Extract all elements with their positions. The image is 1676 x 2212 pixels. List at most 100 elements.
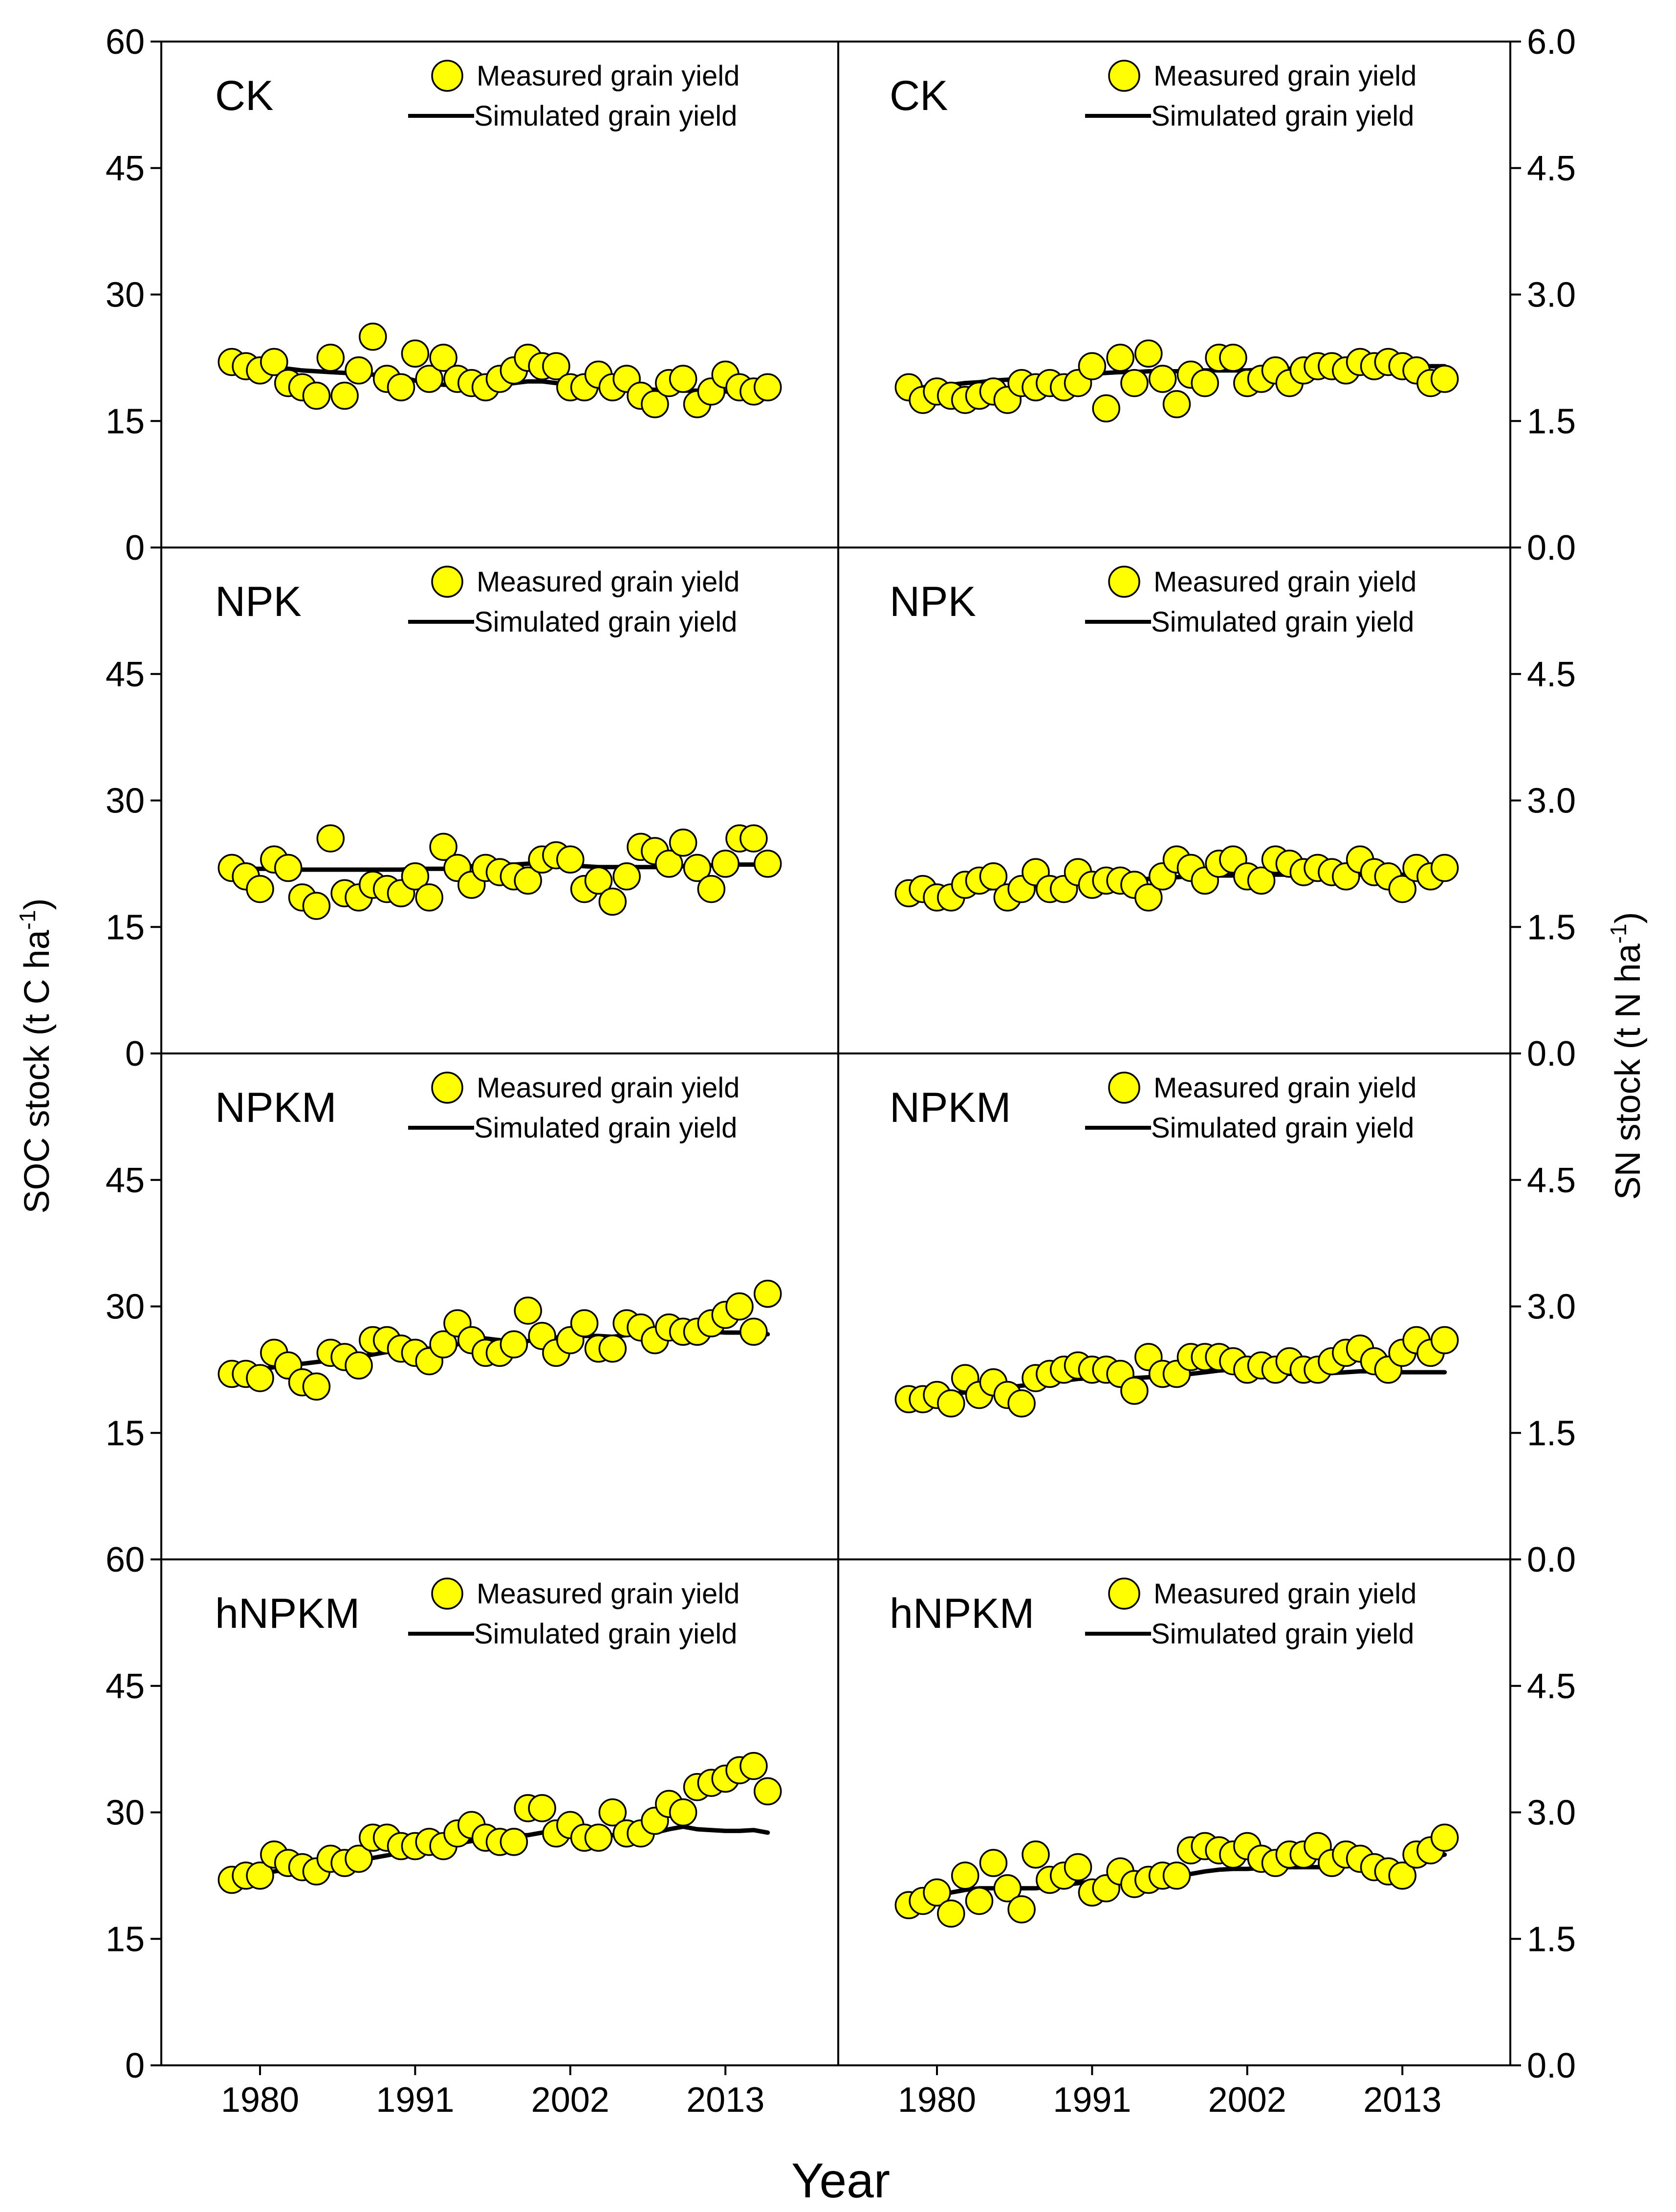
- x-tick-label: 1991: [376, 2081, 454, 2120]
- legend-simulated-label: Simulated grain yield: [1151, 1112, 1414, 1144]
- legend-simulated-label: Simulated grain yield: [1151, 100, 1414, 132]
- right-tick-label: 0.0: [1527, 1034, 1576, 1073]
- measured-point: [669, 1798, 697, 1827]
- measured-point: [598, 887, 627, 916]
- legend-marker: [431, 1577, 463, 1610]
- x-tick-label: 1980: [221, 2081, 299, 2120]
- measured-point: [401, 339, 430, 368]
- legend-simulated-label: Simulated grain yield: [1151, 1618, 1414, 1650]
- plot-area: [218, 323, 1459, 1928]
- panel-npk-left: [218, 824, 782, 920]
- measured-point: [316, 344, 345, 372]
- measured-point: [316, 824, 345, 853]
- measured-point: [1162, 390, 1191, 418]
- measured-point: [923, 1878, 951, 1907]
- legend-marker: [1108, 60, 1140, 92]
- legend-marker: [431, 60, 463, 92]
- measured-point: [528, 1794, 556, 1822]
- measured-point: [500, 1828, 528, 1856]
- legend-marker: [431, 1072, 463, 1104]
- panel-ck-left: [218, 323, 782, 418]
- panel-label: NPKM: [215, 1084, 336, 1131]
- measured-point: [1120, 1377, 1149, 1405]
- legend-measured-label: Measured grain yield: [1154, 1578, 1416, 1610]
- right-tick-label: 1.5: [1527, 908, 1576, 947]
- measured-point: [1430, 854, 1459, 882]
- right-tick-label: 3.0: [1527, 1288, 1576, 1327]
- measured-point: [1007, 1895, 1036, 1924]
- measured-point: [1092, 394, 1120, 423]
- left-tick-label: 0: [125, 1034, 145, 1073]
- measured-point: [359, 323, 387, 351]
- measured-point: [1191, 369, 1219, 397]
- left-tick-label: 30: [106, 276, 145, 315]
- left-tick-label: 15: [106, 402, 145, 441]
- measured-point: [302, 381, 331, 410]
- measured-point: [246, 1862, 274, 1890]
- measured-point: [1430, 1823, 1459, 1852]
- left-tick-label: 15: [106, 908, 145, 947]
- measured-point: [584, 866, 613, 895]
- measured-point: [683, 854, 712, 882]
- right-tick-label: 0.0: [1527, 528, 1576, 568]
- measured-point: [260, 348, 288, 376]
- measured-point: [937, 1389, 965, 1418]
- measured-point: [429, 344, 457, 372]
- measured-point: [669, 829, 697, 857]
- measured-point: [1064, 1853, 1092, 1882]
- measured-point: [500, 1330, 528, 1358]
- legend-simulated-label: Simulated grain yield: [474, 606, 737, 638]
- measured-point: [1078, 352, 1107, 380]
- measured-point: [514, 1296, 542, 1325]
- x-tick-label: 2013: [1363, 2081, 1441, 2120]
- left-tick-label: 30: [106, 1288, 145, 1327]
- axes: 0 0.0 15 1.5 30 3.0 45 4.5 60 6.0 0 0.0 15 1.5 30 3.0 45…: [106, 22, 1576, 2120]
- right-tick-label: 4.5: [1527, 655, 1576, 694]
- measured-point: [937, 1899, 965, 1928]
- legend-marker: [1108, 1577, 1140, 1610]
- measured-point: [1007, 1389, 1036, 1418]
- measured-point: [740, 824, 768, 853]
- measured-point: [570, 1309, 599, 1337]
- measured-point: [401, 862, 430, 891]
- axis-titles: Year SOC stock (t C ha-1) SN stock (t N …: [15, 898, 1648, 2208]
- left-tick-label: 0: [125, 1540, 145, 1579]
- left-tick-label: 30: [106, 782, 145, 821]
- measured-point: [711, 850, 740, 878]
- x-tick-label: 2013: [686, 2081, 764, 2120]
- legend-marker: [1108, 1072, 1140, 1104]
- measured-point: [598, 1798, 627, 1827]
- measured-point: [246, 875, 274, 903]
- panel-hnpkm-right: [894, 1823, 1459, 1928]
- measured-point: [387, 373, 415, 402]
- legends: CK Measured grain yield Simulated grain yi…: [215, 60, 1416, 1650]
- measured-point: [274, 854, 303, 882]
- measured-point: [697, 875, 726, 903]
- measured-point: [1148, 365, 1177, 393]
- measured-point: [429, 832, 457, 861]
- legend-marker: [431, 566, 463, 598]
- measured-point: [965, 1886, 994, 1915]
- measured-point: [753, 850, 782, 878]
- panel-npk-right: [894, 845, 1459, 912]
- measured-point: [740, 1752, 768, 1780]
- panel-label: NPK: [215, 578, 302, 625]
- right-tick-label: 1.5: [1527, 1920, 1576, 1959]
- measured-point: [1388, 875, 1416, 903]
- measured-point: [979, 862, 1008, 891]
- left-tick-label: 15: [106, 1414, 145, 1453]
- measured-point: [345, 1844, 373, 1873]
- measured-point: [1219, 344, 1247, 372]
- legend-measured-label: Measured grain yield: [477, 566, 740, 598]
- panel-label: hNPKM: [890, 1590, 1034, 1637]
- legend-measured-label: Measured grain yield: [477, 1072, 740, 1104]
- panel-label: NPKM: [890, 1084, 1011, 1131]
- measured-point: [753, 373, 782, 402]
- x-tick-label: 2002: [1208, 2081, 1286, 2120]
- left-tick-label: 30: [106, 1794, 145, 1833]
- measured-point: [1134, 339, 1163, 368]
- measured-point: [1022, 1840, 1050, 1869]
- right-tick-label: 0.0: [1527, 1540, 1576, 1579]
- x-tick-label: 2002: [531, 2081, 609, 2120]
